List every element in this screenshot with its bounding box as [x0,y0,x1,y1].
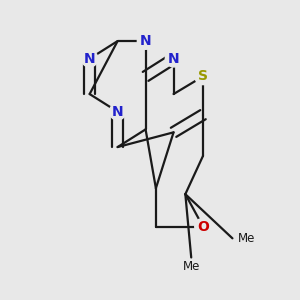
Text: N: N [84,52,95,66]
Circle shape [195,218,211,235]
Text: N: N [112,105,123,119]
Circle shape [81,50,98,67]
Text: S: S [198,69,208,83]
Text: Me: Me [182,260,200,273]
Text: Me: Me [238,232,256,245]
Circle shape [165,50,182,67]
Circle shape [195,68,211,85]
Text: N: N [168,52,179,66]
Circle shape [137,33,154,49]
Circle shape [110,103,126,120]
Text: O: O [197,220,209,234]
Text: N: N [140,34,152,48]
